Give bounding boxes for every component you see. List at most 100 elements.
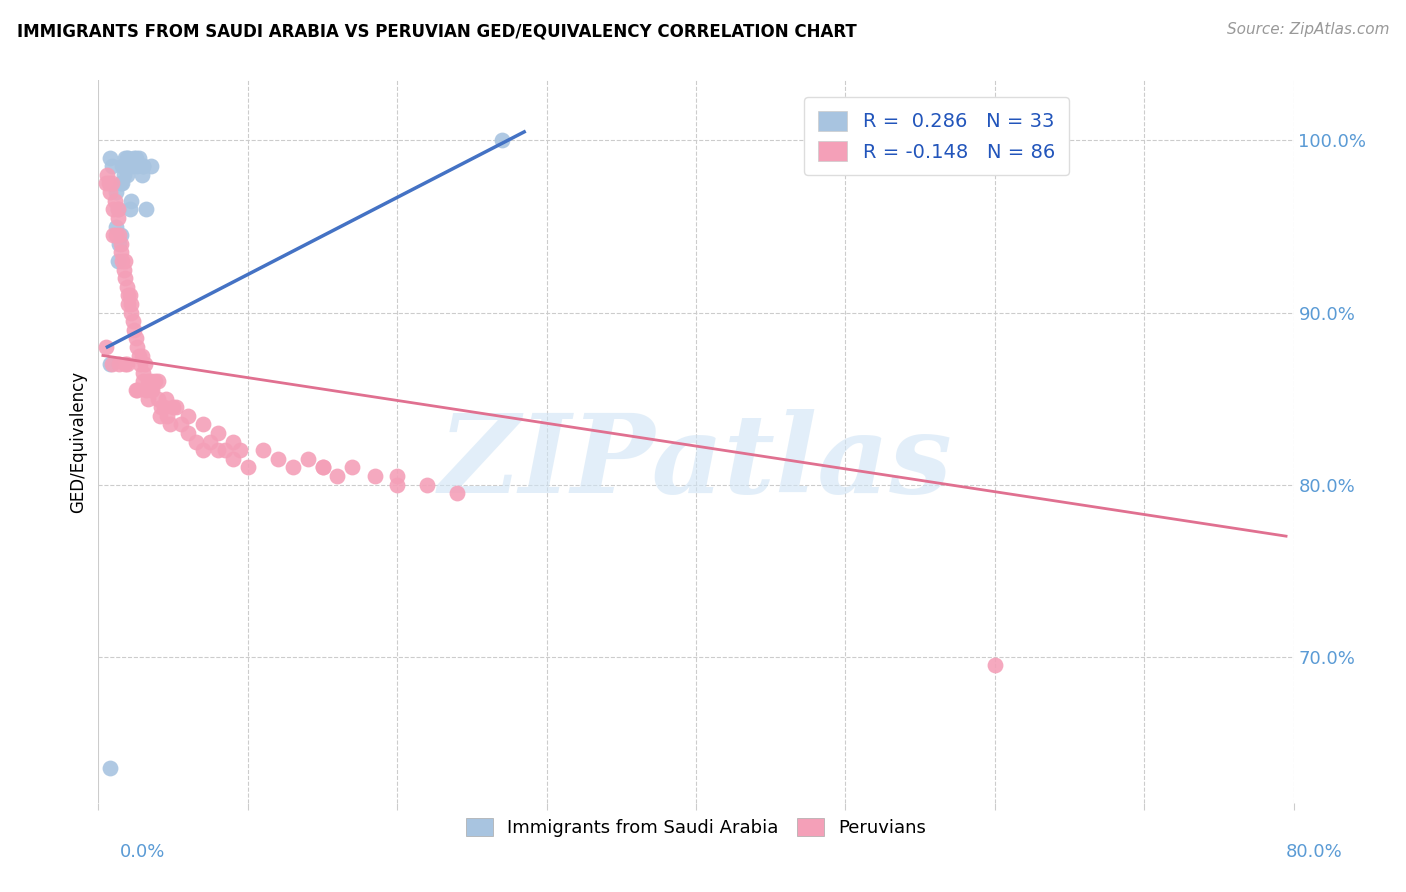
- Point: [114, 271, 136, 285]
- Point: [94, 340, 117, 354]
- Point: [191, 417, 214, 432]
- Point: [200, 434, 222, 449]
- Point: [132, 159, 155, 173]
- Y-axis label: GED/Equivalency: GED/Equivalency: [69, 370, 87, 513]
- Point: [121, 314, 143, 328]
- Point: [98, 357, 122, 371]
- Point: [169, 417, 191, 432]
- Point: [110, 245, 132, 260]
- Point: [101, 159, 124, 173]
- Point: [115, 357, 138, 371]
- Point: [101, 357, 124, 371]
- Point: [177, 425, 200, 440]
- Point: [311, 460, 333, 475]
- Point: [127, 383, 149, 397]
- Point: [111, 159, 134, 173]
- Point: [98, 761, 122, 775]
- Point: [128, 151, 150, 165]
- Text: Source: ZipAtlas.com: Source: ZipAtlas.com: [1226, 22, 1389, 37]
- Point: [107, 211, 129, 225]
- Point: [252, 443, 274, 458]
- Point: [98, 151, 122, 165]
- Point: [96, 168, 118, 182]
- Point: [155, 392, 177, 406]
- Point: [326, 469, 349, 483]
- Point: [112, 159, 135, 173]
- Point: [107, 202, 129, 217]
- Point: [267, 451, 290, 466]
- Point: [165, 400, 187, 414]
- Point: [117, 151, 139, 165]
- Point: [115, 279, 138, 293]
- Point: [136, 375, 159, 389]
- Text: 0.0%: 0.0%: [120, 843, 165, 861]
- Point: [148, 375, 170, 389]
- Point: [364, 469, 387, 483]
- Point: [207, 425, 229, 440]
- Point: [311, 460, 333, 475]
- Point: [491, 133, 513, 147]
- Point: [115, 168, 138, 182]
- Point: [120, 297, 142, 311]
- Point: [110, 228, 132, 243]
- Legend: Immigrants from Saudi Arabia, Peruvians: Immigrants from Saudi Arabia, Peruvians: [458, 811, 934, 845]
- Point: [153, 400, 176, 414]
- Point: [131, 168, 153, 182]
- Point: [129, 357, 152, 371]
- Point: [105, 219, 128, 234]
- Point: [143, 375, 166, 389]
- Point: [112, 262, 135, 277]
- Point: [139, 383, 162, 397]
- Point: [159, 417, 181, 432]
- Point: [191, 443, 214, 458]
- Point: [184, 434, 207, 449]
- Text: 80.0%: 80.0%: [1286, 843, 1343, 861]
- Point: [110, 236, 132, 251]
- Point: [132, 375, 155, 389]
- Point: [984, 658, 1007, 673]
- Point: [125, 383, 148, 397]
- Point: [177, 409, 200, 423]
- Point: [281, 460, 304, 475]
- Point: [107, 202, 129, 217]
- Point: [150, 400, 173, 414]
- Point: [105, 185, 128, 199]
- Point: [149, 409, 172, 423]
- Point: [131, 349, 153, 363]
- Text: ZIPatlas: ZIPatlas: [439, 409, 953, 517]
- Point: [162, 400, 184, 414]
- Point: [108, 228, 131, 243]
- Point: [297, 451, 319, 466]
- Point: [141, 383, 163, 397]
- Point: [108, 236, 131, 251]
- Point: [128, 349, 150, 363]
- Point: [124, 151, 146, 165]
- Point: [139, 159, 162, 173]
- Point: [136, 392, 159, 406]
- Point: [342, 460, 364, 475]
- Point: [117, 297, 139, 311]
- Point: [103, 228, 125, 243]
- Point: [111, 253, 134, 268]
- Point: [118, 159, 141, 173]
- Point: [127, 340, 149, 354]
- Point: [111, 177, 134, 191]
- Point: [121, 159, 143, 173]
- Point: [120, 305, 142, 319]
- Point: [132, 366, 155, 380]
- Point: [222, 451, 245, 466]
- Point: [134, 357, 156, 371]
- Point: [117, 288, 139, 302]
- Point: [115, 151, 138, 165]
- Point: [101, 177, 124, 191]
- Point: [156, 409, 179, 423]
- Point: [118, 202, 141, 217]
- Point: [132, 159, 155, 173]
- Point: [105, 228, 128, 243]
- Point: [125, 331, 148, 345]
- Point: [125, 151, 148, 165]
- Point: [112, 168, 135, 182]
- Point: [214, 443, 236, 458]
- Point: [416, 477, 439, 491]
- Point: [114, 151, 136, 165]
